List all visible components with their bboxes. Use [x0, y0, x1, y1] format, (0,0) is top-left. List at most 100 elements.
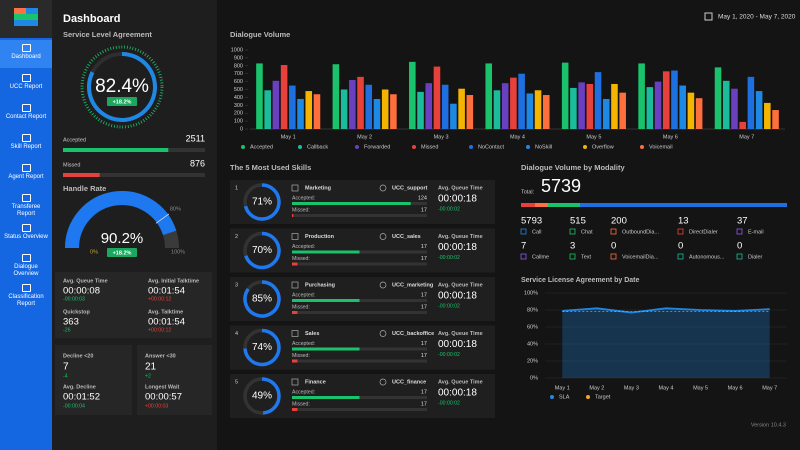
bar [373, 98, 381, 129]
legend-label: Overflow [592, 144, 614, 150]
bar [671, 70, 678, 129]
label: 00:00:18 [438, 339, 477, 350]
sla-area [562, 308, 770, 378]
skill-icon [291, 233, 299, 240]
gauge-value: 90.2% [101, 230, 144, 247]
stat-change: +00:00:12 [148, 327, 171, 333]
gauge-value: 82.4% [95, 76, 149, 97]
nav-item[interactable]: Contact Report [0, 100, 52, 128]
x-tick-label: May 7 [739, 134, 754, 140]
x-tick-label: May 6 [728, 385, 743, 391]
channel-icon [736, 228, 743, 235]
stat-change: -00:00:03 [63, 296, 85, 302]
label: Avg. Queue Time [438, 282, 483, 288]
skill-rank: 3 [235, 282, 238, 288]
nav-item[interactable]: Skill Report [0, 130, 52, 158]
label: 17 [421, 401, 427, 407]
accepted-bar [292, 299, 360, 302]
y-tick-label: 20% [527, 358, 538, 364]
y-tick-label: 80% [527, 307, 538, 313]
gauge-marker [155, 213, 170, 224]
channel-count: 3 [570, 241, 575, 252]
bar [450, 103, 457, 129]
page-title: Dashboard [63, 13, 120, 25]
section-title: Handle Rate [63, 184, 106, 193]
legend-label: NoContact [478, 144, 504, 150]
bar [731, 88, 738, 129]
bar [619, 92, 626, 129]
y-tick-label: 40% [527, 341, 538, 347]
label: Finance [305, 379, 326, 385]
label: Quickstop [63, 309, 91, 315]
nav-icon [21, 224, 31, 232]
skill-icon [291, 184, 299, 192]
label: Avg. Queue Time [438, 331, 483, 337]
y-tick-label: 900 [234, 55, 243, 61]
bar [542, 95, 550, 129]
logo [0, 0, 52, 38]
nav-item[interactable]: UCC Report [0, 70, 52, 98]
nav-item[interactable]: Dialogue Overview [0, 250, 52, 278]
bar [534, 90, 542, 129]
x-tick-label: May 1 [555, 385, 570, 391]
channel-label: VoicemailDia... [622, 254, 659, 260]
bar [602, 98, 610, 129]
legend-label: NoSkill [535, 144, 552, 150]
y-tick-label: 700 [234, 71, 243, 77]
bar [256, 63, 263, 129]
nav-item[interactable]: Agent Report [0, 160, 52, 188]
channel-icon [569, 228, 576, 235]
label: Purchasing [305, 282, 335, 288]
y-tick-label: 100% [524, 290, 538, 296]
legend-label: Missed [421, 144, 438, 150]
channel-icon [520, 253, 527, 260]
bar [332, 64, 340, 129]
channel-label: Chat [581, 229, 593, 235]
nav-item[interactable]: Dashboard [0, 40, 52, 68]
change-badge-text: +18.2% [113, 99, 132, 105]
bar [441, 84, 449, 129]
channel-count: 0 [611, 241, 616, 252]
nav-label: UCC Report [9, 84, 43, 90]
legend-label: Voicemail [649, 144, 673, 150]
stat-value: 00:00:57 [145, 392, 182, 403]
bar [425, 83, 433, 129]
label: 17 [421, 353, 427, 359]
x-tick-label: May 4 [510, 134, 525, 140]
label: Avg. Queue Time [438, 234, 483, 240]
calendar-icon [704, 12, 713, 21]
label: Accepted: [292, 341, 315, 347]
x-tick-label: May 7 [762, 385, 777, 391]
label: -00:00:02 [438, 255, 460, 261]
label: 00:00:18 [438, 291, 477, 302]
nav-item[interactable]: Classification Report [0, 280, 52, 308]
accepted-bar [292, 202, 411, 205]
nav-item[interactable]: Transferee Report [0, 190, 52, 218]
skill-icon [291, 330, 299, 337]
legend-label: Forwarded [364, 144, 390, 150]
label: 17 [421, 207, 427, 213]
gauge-ticks [80, 45, 164, 129]
x-tick-label: May 2 [589, 385, 604, 391]
y-tick-label: 0 [240, 126, 243, 132]
donut-label: 85% [252, 294, 272, 305]
label: Accepted [63, 137, 86, 143]
donut-arc [244, 231, 281, 270]
bar [526, 93, 534, 129]
bar [755, 91, 763, 129]
donut-arc [243, 183, 281, 221]
x-tick-label: May 6 [663, 134, 678, 140]
bar [466, 95, 474, 129]
bar [365, 84, 373, 129]
label: Avg. Queue Time [438, 185, 483, 191]
bar [722, 80, 730, 129]
nav-label: Transferee Report [11, 204, 41, 217]
nav-label: Skill Report [10, 144, 42, 150]
bar [417, 91, 424, 129]
bar [764, 102, 771, 129]
x-tick-label: May 3 [434, 134, 449, 140]
label: Missed: [292, 353, 310, 359]
nav-item[interactable]: Status Overview [0, 220, 52, 248]
